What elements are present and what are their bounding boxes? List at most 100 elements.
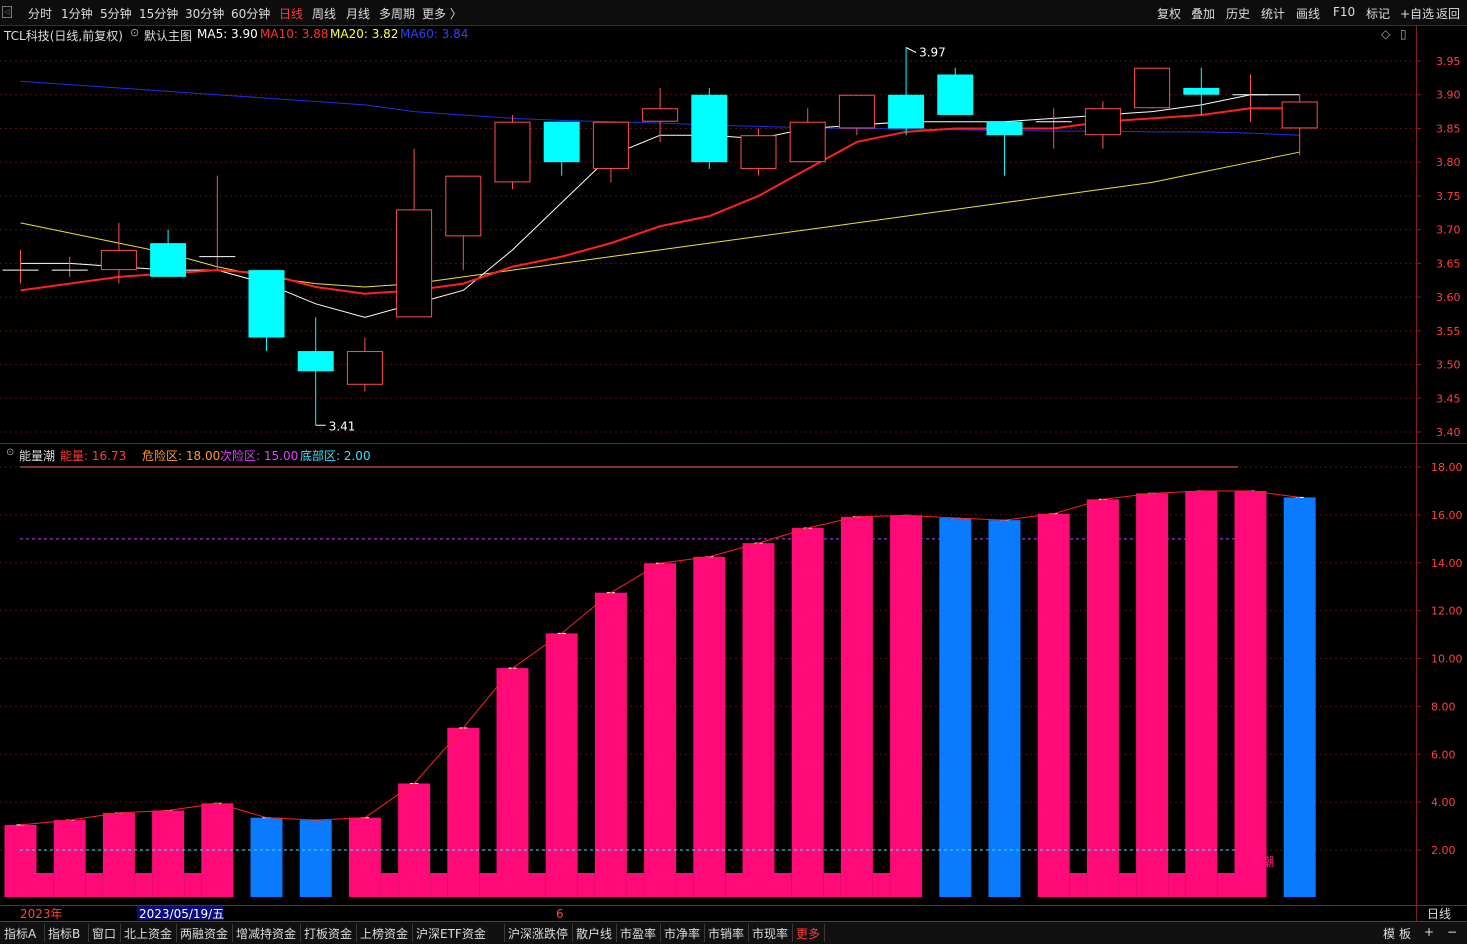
period-tab-3[interactable]: 15分钟 — [139, 7, 179, 21]
indicator-tab-0[interactable]: 指标A — [4, 927, 37, 941]
energy-band-fill — [577, 873, 595, 897]
period-tab-10[interactable]: 更多 〉 — [422, 7, 462, 21]
period-tab-9[interactable]: 多周期 — [379, 7, 416, 21]
diamond-icon[interactable]: ◇ — [1381, 27, 1391, 41]
period-tab-1[interactable]: 1分钟 — [61, 7, 93, 21]
ma-legend-2: MA20: 3.82 — [330, 27, 399, 41]
indicator-tick-label: 8.00 — [1431, 700, 1456, 713]
indicator-tab-15[interactable]: 更多 — [796, 927, 821, 941]
period-tab-8[interactable]: 月线 — [346, 7, 371, 21]
energy-bar — [496, 668, 529, 897]
energy-bar — [4, 824, 37, 897]
period-tab-2[interactable]: 5分钟 — [100, 7, 132, 21]
energy-bar — [644, 563, 677, 897]
candle-body-up — [592, 121, 629, 169]
price-tick-label: 3.90 — [1436, 89, 1461, 102]
indicator-tab-3[interactable]: 北上资金 — [124, 927, 173, 941]
candle-body-up — [642, 108, 679, 122]
period-tab-7[interactable]: 周线 — [312, 7, 337, 21]
cursor-date-bg — [137, 906, 223, 920]
action-button-2[interactable]: 历史 — [1226, 7, 1251, 21]
price-tick-label: 3.40 — [1436, 426, 1461, 439]
main-template-label[interactable]: 默认主图 — [144, 29, 193, 43]
energy-band-fill — [134, 873, 153, 897]
energy-band-fill — [774, 873, 792, 897]
maximize-icon[interactable]: ▯ — [1400, 27, 1407, 41]
panel-control-2[interactable]: + — [1424, 925, 1435, 939]
template-dropdown-icon[interactable]: ⊙ — [130, 26, 140, 39]
stock-title: TCL科技(日线,前复权) — [4, 29, 123, 43]
indicator-tab-bar: 指标A 指标B 窗口 北上资金 两融资金 增减持资金 打板资金 上榜资金 沪深ETF资金 沪深涨跌… — [0, 921, 1467, 944]
energy-band-fill — [380, 873, 399, 897]
action-button-5[interactable]: F10 — [1333, 5, 1356, 19]
indicator-tab-4[interactable]: 两融资金 — [180, 927, 229, 941]
indicator-tab-10[interactable]: 散户线 — [576, 927, 613, 941]
tab-separator — [660, 924, 661, 942]
candle-body-down — [888, 94, 925, 129]
year-label: 2023年 — [20, 907, 63, 921]
indicator-tab-5[interactable]: 增减持资金 — [236, 927, 297, 941]
action-button-7[interactable]: +自选 — [1400, 7, 1435, 21]
collapse-icon[interactable]: ◁ — [2, 6, 12, 18]
panel-control-1[interactable]: 板 — [1399, 927, 1412, 941]
price-tick-label: 3.60 — [1436, 291, 1461, 304]
indicator-tab-11[interactable]: 市盈率 — [620, 927, 657, 941]
indicator-tab-1[interactable]: 指标B — [48, 927, 81, 941]
price-tick-label: 3.45 — [1436, 392, 1461, 405]
indicator-tab-8[interactable]: 沪深ETF资金 — [416, 927, 486, 941]
indicator-tab-13[interactable]: 市销率 — [708, 927, 745, 941]
energy-bar — [742, 543, 775, 897]
energy-band-fill — [823, 873, 841, 897]
indicator-tab-9[interactable]: 沪深涨跌停 — [508, 927, 569, 941]
indicator-dropdown-icon[interactable]: ⊙ — [6, 447, 15, 458]
candle-body-down — [297, 351, 334, 372]
panel-control-3[interactable]: − — [1447, 925, 1458, 939]
action-button-1[interactable]: 叠加 — [1191, 7, 1216, 21]
period-tab-5[interactable]: 60分钟 — [231, 7, 271, 21]
tab-separator — [300, 924, 301, 942]
energy-bar — [447, 727, 480, 897]
price-tick-label: 3.75 — [1436, 190, 1461, 203]
indicator-legend-3: 底部区: 2.00 — [300, 449, 371, 463]
candle-body-up — [1084, 108, 1121, 136]
cursor-date-label: 2023/05/19/五 — [139, 907, 224, 921]
candle-body-up — [100, 249, 137, 271]
indicator-tick-label: 4.00 — [1431, 796, 1456, 809]
tab-separator — [356, 924, 357, 942]
high-arrow — [905, 47, 917, 53]
tab-separator — [704, 924, 705, 942]
indicator-tab-2[interactable]: 窗口 — [92, 927, 117, 941]
candle-body-down — [150, 243, 187, 277]
candle-body-down — [986, 121, 1023, 136]
candle-body-up — [789, 121, 826, 163]
energy-bar — [939, 517, 972, 897]
period-tab-6[interactable]: 日线 — [279, 7, 304, 21]
action-button-3[interactable]: 统计 — [1261, 7, 1286, 21]
energy-bar — [791, 528, 824, 897]
kline-chart[interactable]: 3.95 3.90 3.85 3.80 3.75 3.70 3.65 3.60 3.55 3.50… — [0, 0, 1467, 921]
energy-band-fill — [1168, 873, 1186, 897]
candle-body-up — [740, 135, 777, 169]
action-button-0[interactable]: 复权 — [1157, 7, 1182, 21]
indicator-tab-6[interactable]: 打板资金 — [304, 927, 353, 941]
indicator-tab-7[interactable]: 上榜资金 — [360, 927, 409, 941]
tab-separator — [176, 924, 177, 942]
period-tab-4[interactable]: 30分钟 — [185, 7, 225, 21]
period-label: 日线 — [1427, 907, 1451, 921]
action-button-8[interactable]: 返回 — [1436, 7, 1461, 21]
energy-bar — [250, 817, 283, 897]
ma-legend-1: MA10: 3.88 — [260, 27, 329, 41]
tab-separator — [120, 924, 121, 942]
energy-bar — [398, 783, 431, 897]
candle-body-up — [1281, 101, 1318, 129]
indicator-tab-12[interactable]: 市净率 — [664, 927, 701, 941]
period-tab-0[interactable]: 分时 — [28, 7, 53, 21]
action-button-6[interactable]: 标记 — [1366, 7, 1391, 21]
action-button-4[interactable]: 画线 — [1296, 7, 1321, 21]
panel-control-0[interactable]: 模 — [1383, 927, 1396, 941]
indicator-tick-label: 12.00 — [1431, 605, 1463, 618]
tab-separator — [504, 924, 505, 942]
energy-bar — [890, 515, 923, 897]
indicator-name[interactable]: 能量潮 — [19, 449, 56, 463]
indicator-tab-14[interactable]: 市现率 — [752, 927, 789, 941]
